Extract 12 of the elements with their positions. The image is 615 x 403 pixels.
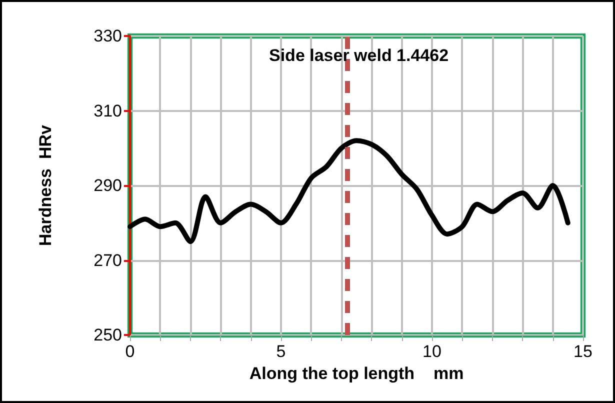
text: Side laser weld 1.4462 — [269, 46, 449, 65]
x-axis-title: Along the top length mm — [249, 364, 464, 383]
y-tick-label: 330 — [94, 26, 122, 46]
x-tick-label: 10 — [422, 342, 442, 361]
y-tick-label: 270 — [94, 250, 122, 270]
x-tick-label: 15 — [574, 342, 592, 361]
x-tick-label: 0 — [125, 342, 135, 361]
y-axis-title: Hardness HRv — [36, 124, 55, 246]
y-tick-label: 250 — [94, 326, 122, 344]
y-tick-label: 310 — [94, 101, 122, 120]
y-tick-label: 290 — [94, 176, 122, 195]
x-tick-label: 5 — [276, 342, 286, 361]
